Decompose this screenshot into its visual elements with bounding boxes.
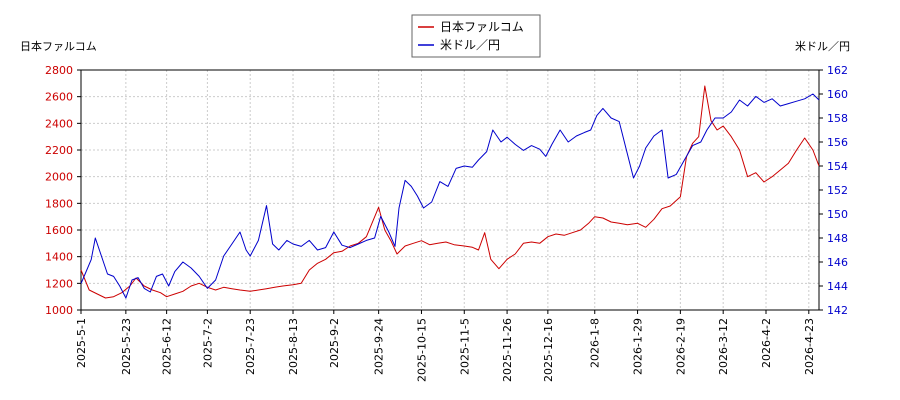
x-tick-label: 2025-9-24 <box>373 318 386 375</box>
right-tick-label: 150 <box>827 208 848 221</box>
right-tick-label: 144 <box>827 280 848 293</box>
right-tick-label: 152 <box>827 184 848 197</box>
left-axis-title: 日本ファルコム <box>20 39 97 53</box>
x-tick-label: 2026-2-19 <box>674 318 687 375</box>
x-tick-label: 2026-1-29 <box>632 318 645 375</box>
left-tick-label: 1400 <box>45 251 73 264</box>
x-tick-label: 2026-3-12 <box>717 318 730 375</box>
right-tick-label: 160 <box>827 88 848 101</box>
right-tick-label: 158 <box>827 112 848 125</box>
left-tick-label: 1800 <box>45 197 73 210</box>
x-tick-label: 2025-5-23 <box>120 318 133 375</box>
legend: 日本ファルコム 米ドル／円 <box>411 14 541 58</box>
left-tick-label: 2400 <box>45 117 73 130</box>
legend-label-usdjpy: 米ドル／円 <box>440 38 500 52</box>
left-tick-label: 1200 <box>45 277 73 290</box>
legend-label-falcom: 日本ファルコム <box>440 20 524 34</box>
x-tick-label: 2025-11-26 <box>501 318 514 382</box>
x-tick-label: 2026-1-8 <box>589 318 602 368</box>
left-tick-label: 2000 <box>45 171 73 184</box>
x-tick-label: 2025-5-1 <box>75 318 88 368</box>
right-tick-label: 148 <box>827 232 848 245</box>
x-tick-label: 2026-4-2 <box>760 318 773 368</box>
left-axis: 1000 1200 1400 1600 1800 2000 2200 2400 2600 2800 <box>45 64 81 317</box>
series-line-usdjpy <box>80 93 820 299</box>
x-tick-label: 2025-6-12 <box>161 318 174 375</box>
x-tick-label: 2025-7-2 <box>201 318 214 368</box>
right-tick-label: 162 <box>827 64 848 77</box>
x-tick-label: 2025-11-5 <box>458 318 471 375</box>
x-tick-label: 2025-10-15 <box>415 318 428 382</box>
series-layer <box>80 85 820 299</box>
right-tick-label: 142 <box>827 304 848 317</box>
x-tick-label: 2025-7-23 <box>244 318 257 375</box>
x-tick-label: 2025-9-2 <box>328 318 341 368</box>
x-axis: 2025-5-1 2025-5-23 2025-6-12 2025-7-2 2025-7… <box>75 310 816 382</box>
right-tick-label: 156 <box>827 136 848 149</box>
grid <box>81 70 819 310</box>
x-tick-label: 2025-8-13 <box>287 318 300 375</box>
right-axis-title: 米ドル／円 <box>795 40 850 53</box>
x-tick-label: 2025-12-16 <box>542 318 555 382</box>
right-tick-label: 154 <box>827 160 848 173</box>
legend-box <box>411 14 541 58</box>
x-tick-label: 2026-4-23 <box>803 318 816 375</box>
right-axis: 142 144 146 148 150 152 154 156 158 160 162 <box>819 64 848 317</box>
left-tick-label: 2800 <box>45 64 73 77</box>
left-tick-label: 1000 <box>45 304 73 317</box>
left-tick-label: 2600 <box>45 91 73 104</box>
series-line-falcom <box>80 85 820 299</box>
left-tick-label: 1600 <box>45 224 73 237</box>
right-tick-label: 146 <box>827 256 848 269</box>
left-tick-label: 2200 <box>45 144 73 157</box>
